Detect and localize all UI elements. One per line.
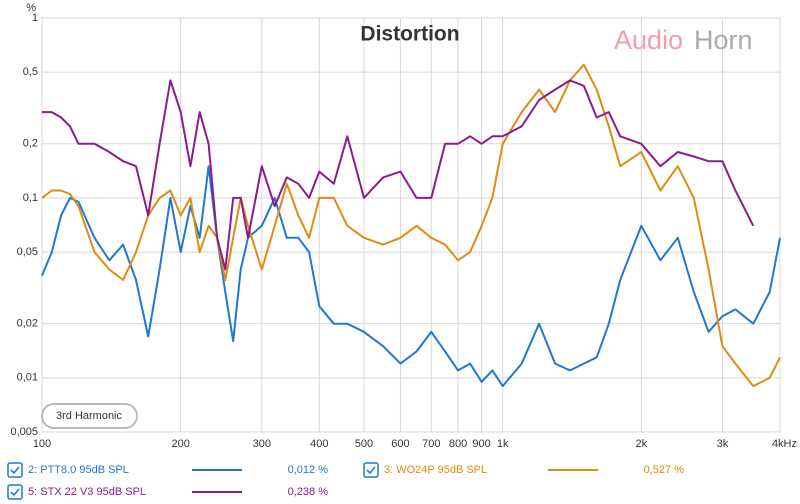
checkbox-box [7, 462, 23, 478]
legend-readout: 0,527 % [644, 464, 685, 476]
x-tick-label: 400 [310, 438, 328, 450]
x-tick-label: 1k [497, 438, 509, 450]
watermark-audio: Audio [614, 25, 683, 55]
chart-title: Distortion [360, 23, 459, 46]
checkbox-check [10, 488, 20, 497]
y-tick-label: 0,1 [23, 192, 38, 204]
legend-label: 5: STX 22 V3 95dB SPL [28, 486, 146, 498]
x-tick-label: 500 [355, 438, 373, 450]
checkbox-box [7, 484, 23, 500]
x-tick-label: 3k [717, 438, 729, 450]
legend-checkbox[interactable] [7, 484, 23, 500]
x-tick-label: 800 [449, 438, 467, 450]
checkbox-check [366, 466, 376, 475]
series-line [42, 79, 755, 271]
watermark-horn: Horn [694, 25, 753, 55]
x-tick-label: 900 [472, 438, 490, 450]
y-tick-label: 0,01 [17, 372, 38, 384]
y-tick-label: 1 [32, 12, 38, 24]
legend-readout: 0,012 % [288, 464, 329, 476]
y-tick-label: 0,02 [17, 318, 38, 330]
x-tick-label: 2k [636, 438, 648, 450]
annotation: 3rd Harmonic [56, 410, 123, 422]
y-tick-label: 0,005 [10, 426, 38, 438]
x-tick-label: 300 [253, 438, 271, 450]
y-unit: % [26, 2, 36, 14]
x-tick-label: 600 [391, 438, 409, 450]
x-tick-label: 700 [422, 438, 440, 450]
series-line [41, 165, 781, 388]
annotation-box [41, 403, 138, 429]
y-tick-label: 0,2 [23, 138, 38, 150]
legend-readout: 0,238 % [288, 486, 329, 498]
series-line [41, 63, 781, 388]
y-tick-label: 0,5 [23, 66, 38, 78]
x-tick-label: 200 [171, 438, 189, 450]
checkbox-box [363, 462, 379, 478]
x-tick-label: 100 [33, 438, 51, 450]
legend-label: 3: WO24P 95dB SPL [384, 464, 487, 476]
checkbox-check [10, 466, 20, 475]
legend-checkbox[interactable] [363, 462, 379, 478]
plot-area [41, 17, 781, 433]
y-tick-label: 0,05 [17, 246, 38, 258]
x-tick-label: 4kHz [772, 438, 797, 450]
legend-checkbox[interactable] [7, 462, 23, 478]
legend-label: 2: PTT8.0 95dB SPL [28, 464, 129, 476]
